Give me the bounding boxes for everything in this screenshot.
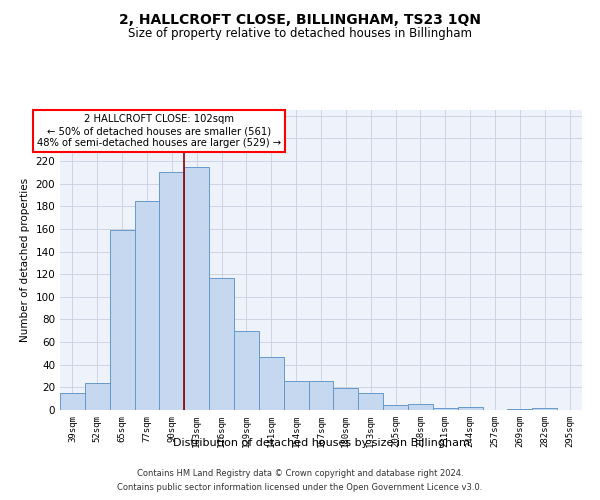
Bar <box>308 380 334 410</box>
Bar <box>383 406 408 410</box>
Bar <box>184 166 209 410</box>
Text: 2, HALLCROFT CLOSE, BILLINGHAM, TS23 1QN: 2, HALLCROFT CLOSE, BILLINGHAM, TS23 1QN <box>119 12 481 26</box>
Text: 2 HALLCROFT CLOSE: 102sqm
← 50% of detached houses are smaller (561)
48% of semi: 2 HALLCROFT CLOSE: 102sqm ← 50% of detac… <box>37 114 281 148</box>
Bar <box>408 404 433 410</box>
Bar <box>358 393 383 410</box>
Bar <box>110 230 134 410</box>
Bar <box>334 388 358 410</box>
Bar <box>284 380 308 410</box>
Bar <box>234 331 259 410</box>
Text: Size of property relative to detached houses in Billingham: Size of property relative to detached ho… <box>128 28 472 40</box>
Bar <box>508 409 532 410</box>
Text: Distribution of detached houses by size in Billingham: Distribution of detached houses by size … <box>173 438 469 448</box>
Text: Contains public sector information licensed under the Open Government Licence v3: Contains public sector information licen… <box>118 484 482 492</box>
Bar <box>458 406 482 410</box>
Bar <box>60 393 85 410</box>
Text: Contains HM Land Registry data © Crown copyright and database right 2024.: Contains HM Land Registry data © Crown c… <box>137 468 463 477</box>
Bar <box>532 408 557 410</box>
Y-axis label: Number of detached properties: Number of detached properties <box>20 178 30 342</box>
Bar <box>259 357 284 410</box>
Bar <box>433 408 458 410</box>
Bar <box>209 278 234 410</box>
Bar <box>134 200 160 410</box>
Bar <box>85 383 110 410</box>
Bar <box>160 172 184 410</box>
